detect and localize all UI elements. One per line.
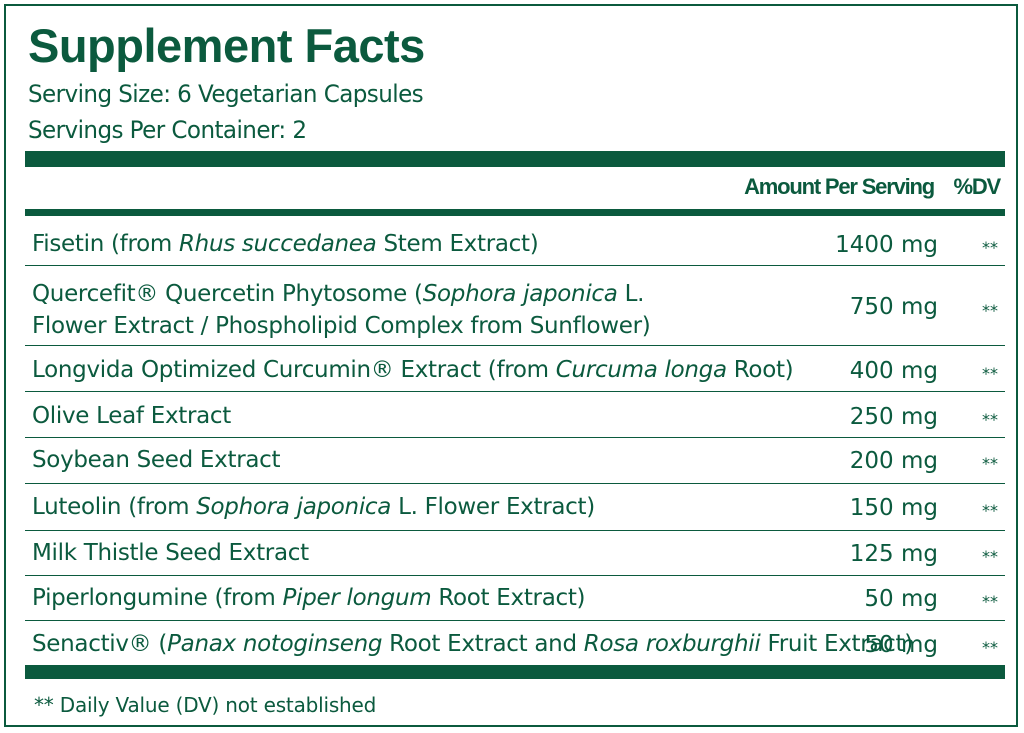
ingredient-amount: 400 mg — [849, 358, 938, 384]
ingredient-dv: ** — [982, 238, 998, 257]
ingredient-name-text: Root Extract) — [431, 585, 586, 611]
ingredient-latin-name: Curcuma longa — [555, 357, 727, 383]
ingredient-name: Senactiv® (Panax notoginseng Root Extrac… — [32, 628, 913, 660]
ingredient-amount: 125 mg — [849, 541, 938, 567]
ingredient-amount: 200 mg — [849, 448, 938, 474]
ingredient-row: Luteolin (from Sophora japonica L. Flowe… — [25, 484, 1005, 531]
ingredient-name-text: Milk Thistle Seed Extract — [32, 540, 309, 566]
ingredient-row: Longvida Optimized Curcumin® Extract (fr… — [25, 346, 1005, 392]
column-header-amount: Amount Per Serving — [744, 174, 935, 199]
ingredient-name-text: Piperlongumine (from — [32, 585, 283, 611]
ingredient-name-text: L. Flower Extract) — [391, 494, 595, 520]
ingredient-name: Fisetin (from Rhus succedanea Stem Extra… — [32, 228, 539, 260]
ingredient-latin-name: Piper longum — [282, 585, 432, 611]
ingredient-name-text: Fisetin (from — [32, 231, 179, 257]
ingredient-dv: ** — [982, 592, 998, 611]
ingredient-name-text: Fruit Extract) — [760, 631, 913, 657]
ingredient-dv: ** — [982, 638, 998, 657]
ingredient-name-text: Luteolin (from — [32, 494, 197, 520]
ingredient-name: Soybean Seed Extract — [32, 444, 281, 476]
ingredient-name: Piperlongumine (from Piper longum Root E… — [32, 582, 586, 614]
ingredient-latin-name: Sophora japonica — [422, 281, 618, 307]
divider-thick-top — [25, 151, 1005, 167]
ingredient-row: Senactiv® (Panax notoginseng Root Extrac… — [25, 621, 1005, 665]
ingredient-name-text: Stem Extract) — [376, 231, 539, 257]
ingredient-row: Quercefit® Quercetin Phytosome (Sophora … — [25, 266, 1005, 346]
servings-per-container: Servings Per Container: 2 — [28, 116, 307, 144]
ingredient-row: Soybean Seed Extract 200 mg ** — [25, 438, 1005, 484]
footnote: ** Daily Value (DV) not established — [34, 693, 377, 717]
ingredient-amount: 1400 mg — [835, 232, 938, 258]
ingredient-amount: 50 mg — [864, 632, 938, 658]
ingredient-latin-name: Panax notoginseng — [167, 631, 383, 657]
panel-title: Supplement Facts — [28, 19, 425, 72]
ingredient-name: Quercefit® Quercetin Phytosome (Sophora … — [32, 278, 651, 342]
ingredient-name-text: L. — [617, 281, 645, 307]
ingredient-name: Milk Thistle Seed Extract — [32, 537, 309, 569]
ingredient-name-text: Root) — [726, 357, 794, 383]
ingredient-name-text: Flower Extract / Phospholipid Complex fr… — [32, 313, 651, 339]
ingredient-dv: ** — [982, 410, 998, 429]
ingredient-amount: 50 mg — [864, 586, 938, 612]
ingredient-row: Fisetin (from Rhus succedanea Stem Extra… — [25, 216, 1005, 266]
ingredient-latin-name: Rosa roxburghii — [583, 631, 761, 657]
ingredient-dv: ** — [982, 547, 998, 566]
ingredient-dv: ** — [982, 454, 998, 473]
ingredient-name: Longvida Optimized Curcumin® Extract (fr… — [32, 354, 794, 386]
divider-thick-bottom — [25, 665, 1005, 679]
divider-thick-header — [25, 209, 1005, 216]
ingredient-row: Piperlongumine (from Piper longum Root E… — [25, 576, 1005, 621]
ingredient-name-text: Root Extract and — [382, 631, 584, 657]
ingredient-dv: ** — [982, 301, 998, 320]
ingredient-row: Milk Thistle Seed Extract 125 mg ** — [25, 531, 1005, 576]
ingredient-table: Fisetin (from Rhus succedanea Stem Extra… — [25, 216, 1005, 665]
ingredient-name-text: Soybean Seed Extract — [32, 447, 281, 473]
ingredient-name: Luteolin (from Sophora japonica L. Flowe… — [32, 491, 595, 523]
serving-size: Serving Size: 6 Vegetarian Capsules — [28, 80, 424, 108]
ingredient-dv: ** — [982, 364, 998, 383]
ingredient-name-text: Olive Leaf Extract — [32, 403, 231, 429]
ingredient-latin-name: Sophora japonica — [196, 494, 392, 520]
ingredient-latin-name: Rhus succedanea — [179, 231, 377, 257]
column-header-dv: %DV — [953, 174, 1001, 199]
ingredient-name: Olive Leaf Extract — [32, 400, 231, 432]
ingredient-amount: 150 mg — [849, 495, 938, 521]
ingredient-dv: ** — [982, 501, 998, 520]
ingredient-row: Olive Leaf Extract 250 mg ** — [25, 392, 1005, 438]
supplement-facts-panel: Supplement Facts Serving Size: 6 Vegetar… — [4, 4, 1018, 727]
ingredient-name-text: Longvida Optimized Curcumin® Extract (fr… — [32, 357, 556, 383]
ingredient-name-text: Quercefit® Quercetin Phytosome ( — [32, 281, 423, 307]
ingredient-name-text: Senactiv® ( — [32, 631, 168, 657]
ingredient-amount: 750 mg — [849, 294, 938, 320]
ingredient-amount: 250 mg — [849, 404, 938, 430]
